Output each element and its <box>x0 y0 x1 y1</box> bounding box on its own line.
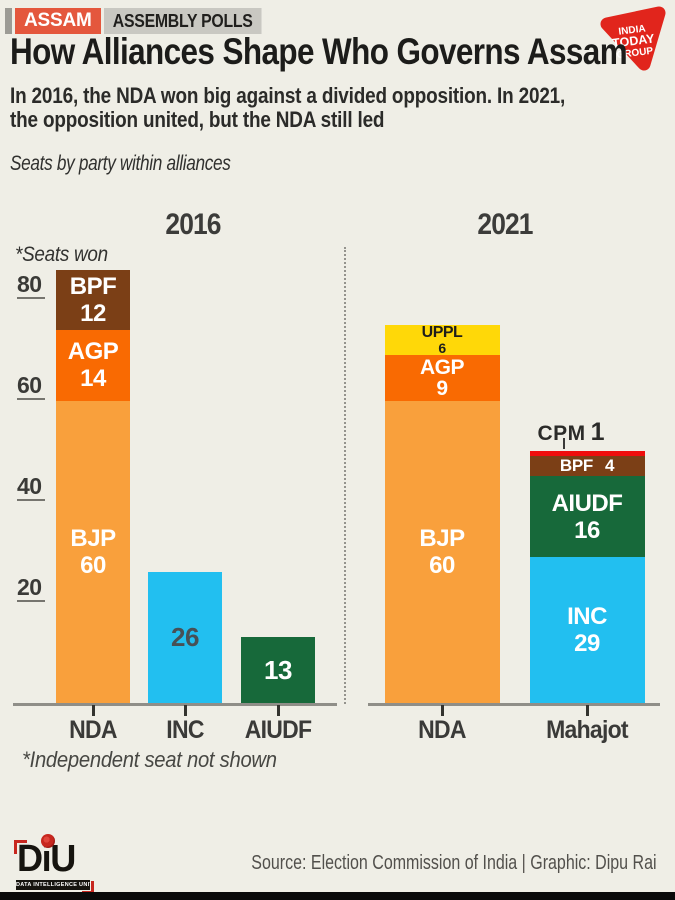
bar-2016-inc: 26 <box>148 571 222 703</box>
kicker-notch <box>5 8 12 34</box>
x-label-inc-2016: INC <box>166 716 204 744</box>
segment-text: 6 <box>438 340 446 357</box>
segment-label: BPF 4 <box>559 456 615 476</box>
segment-value: 13 <box>264 654 292 685</box>
diu-bracket-top-left-icon <box>14 840 27 854</box>
segment-text: BJP <box>70 524 116 552</box>
source-credit: Source: Election Commission of India | G… <box>251 852 657 874</box>
segment-text: 60 <box>80 551 106 579</box>
segment-text: 16 <box>574 516 600 544</box>
segment-cpm-2021 <box>529 451 645 457</box>
callout-cpm: CPM 1 <box>514 418 629 447</box>
segment-text: 12 <box>80 299 106 327</box>
bar-2016-aiudf: 13 <box>241 637 315 703</box>
segment-label: INC 29 <box>567 603 607 657</box>
segment-inc-2016: 26 <box>148 571 222 703</box>
callout-leader-line <box>563 438 565 449</box>
segment-bpf-2016: BPF 12 <box>56 269 130 331</box>
y-axis-tick-80: 80 <box>17 271 45 300</box>
panel-divider <box>344 247 346 704</box>
x-tick-nda-2016 <box>92 705 95 716</box>
segment-label: AIUDF 16 <box>552 490 623 544</box>
segment-text: UPPL <box>421 324 463 342</box>
segment-label: BJP 60 <box>70 524 116 579</box>
y-axis-tick-40: 40 <box>17 473 45 501</box>
segment-bjp-2021: BJP 60 <box>384 400 500 703</box>
segment-inc-2021: INC 29 <box>529 556 645 703</box>
bar-2021-mahajot: INC 29 AIUDF 16 BPF 4 <box>529 451 645 703</box>
page-title: How Alliances Shape Who Governs Assam <box>10 31 628 72</box>
x-label-aiudf-2016: AIUDF <box>244 716 312 744</box>
footnote: *Independent seat not shown <box>22 747 277 772</box>
india-today-triangle-icon: INDIA TODAY GROUP <box>600 6 666 71</box>
subtitle-line-2: the opposition united, but the NDA still… <box>10 107 385 132</box>
segment-text: AGP <box>67 338 119 366</box>
diu-brain-icon <box>41 834 55 848</box>
segment-text: BJP <box>419 524 465 552</box>
segment-uppl-2021: UPPL 6 <box>384 324 500 357</box>
segment-text: INC <box>567 602 607 630</box>
panel-title-2016: 2016 <box>165 208 221 241</box>
segment-value: 26 <box>171 621 199 652</box>
subtitle: In 2016, the NDA won big against a divid… <box>10 84 565 132</box>
brand-line-today: TODAY <box>611 31 655 50</box>
segment-agp-2021: AGP 9 <box>384 355 500 401</box>
brand-line-india: INDIA <box>618 23 646 37</box>
x-tick-nda-2021 <box>441 705 444 716</box>
segment-text: AIUDF <box>551 489 623 517</box>
segment-text: 9 <box>436 376 448 400</box>
x-axis-2021 <box>368 703 660 706</box>
segment-text: BPF <box>69 272 117 300</box>
segment-label: UPPL 6 <box>421 324 463 357</box>
segment-aiudf-2016: 13 <box>241 637 315 703</box>
segment-text: 14 <box>80 365 106 393</box>
x-label-mahajot-2021: Mahajot <box>546 716 628 744</box>
axis-note: *Seats won <box>15 243 108 266</box>
kicker-row: ASSAM ASSEMBLY POLLS <box>5 8 282 34</box>
segment-label: BPF 12 <box>70 273 117 327</box>
segment-label: BJP 60 <box>419 524 465 579</box>
segment-bpf-2021: BPF 4 <box>529 456 645 477</box>
bottom-bar <box>0 892 675 900</box>
segment-bjp-2016: BJP 60 <box>56 400 130 703</box>
x-tick-aiudf-2016 <box>277 705 280 716</box>
y-axis-tick-60: 60 <box>17 372 45 401</box>
callout-text: 1 <box>590 418 605 446</box>
segment-aiudf-2021: AIUDF 16 <box>529 476 645 557</box>
callout-text: CPM <box>537 422 586 445</box>
diu-tagline: DATA INTELLIGENCE UNIT <box>16 880 94 890</box>
segment-label: AGP 14 <box>68 338 119 392</box>
segment-label: AGP 9 <box>419 355 465 400</box>
segment-text: 29 <box>574 629 600 657</box>
segment-text: AGP <box>419 355 465 379</box>
x-label-nda-2021: NDA <box>418 716 466 744</box>
segment-text: BPF <box>559 456 593 476</box>
segment-text: 4 <box>604 456 615 476</box>
kicker-assam: ASSAM <box>15 8 101 34</box>
panel-title-2021: 2021 <box>477 208 533 241</box>
segment-agp-2016: AGP 14 <box>56 330 130 401</box>
x-label-nda-2016: NDA <box>69 716 117 744</box>
brand-line-group: GROUP <box>616 46 654 61</box>
kicker-assembly-polls: ASSEMBLY POLLS <box>103 8 262 34</box>
segment-text: 60 <box>429 551 455 579</box>
bar-2016-nda: BJP 60 AGP 14 BPF 12 <box>56 269 130 703</box>
bar-2021-nda: BJP 60 AGP 9 UPPL 6 <box>384 324 500 703</box>
india-today-group-logo: INDIA TODAY GROUP <box>597 6 667 72</box>
chart-description: Seats by party within alliances <box>10 152 231 175</box>
diu-logo: DiU DATA INTELLIGENCE UNIT <box>14 834 94 894</box>
x-axis-2016 <box>13 703 337 706</box>
subtitle-line-1: In 2016, the NDA won big against a divid… <box>10 83 566 108</box>
x-tick-mahajot-2021 <box>586 705 589 716</box>
y-axis-tick-20: 20 <box>17 574 45 602</box>
x-tick-inc-2016 <box>184 705 187 716</box>
